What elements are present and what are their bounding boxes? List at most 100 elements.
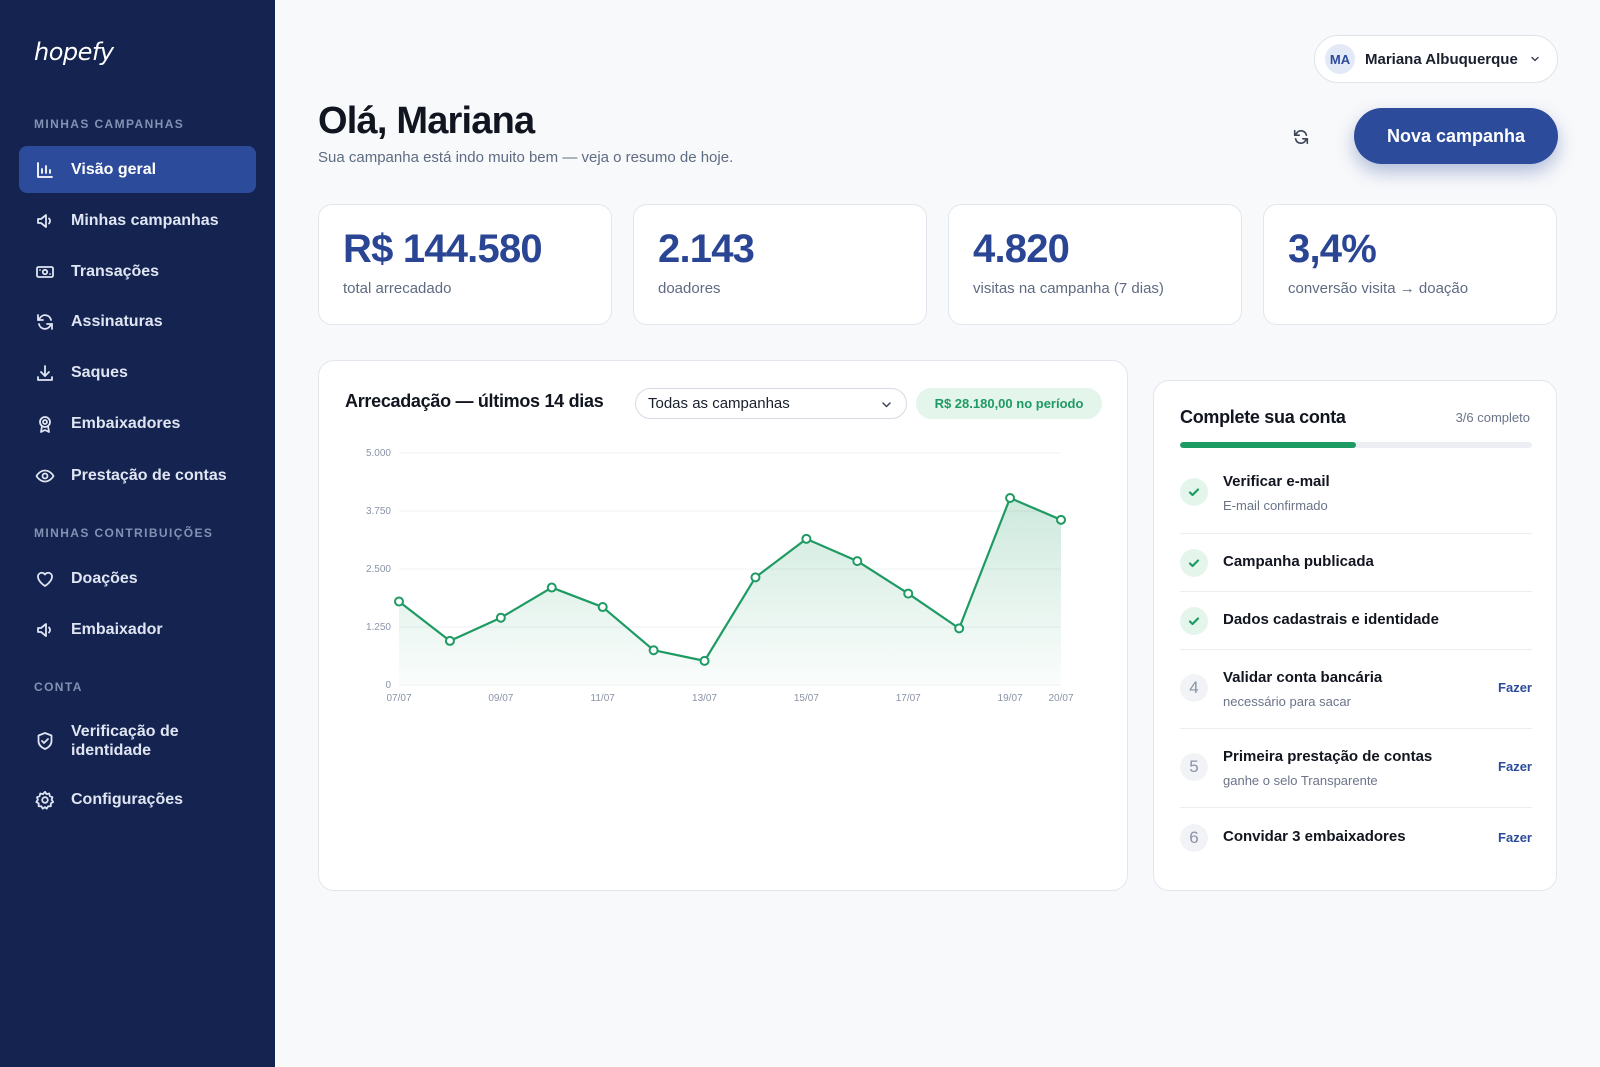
eye-icon <box>35 466 55 486</box>
sidebar-item-label: Minhas campanhas <box>71 211 219 229</box>
sidebar-item-label: Embaixadores <box>71 414 181 432</box>
sidebar-item-accountability[interactable]: Prestação de contas <box>19 452 256 499</box>
sidebar-item-label: Verificação de identidade <box>71 723 179 759</box>
do-task-link[interactable]: Fazer <box>1498 680 1532 695</box>
complete-account-card: Complete sua conta 3/6 completo Verifica… <box>1153 380 1557 891</box>
fundraising-chart-card: Arrecadação — últimos 14 dias Todas as c… <box>318 360 1128 891</box>
check-icon <box>1180 478 1208 506</box>
x-tick-label: 17/07 <box>896 693 921 704</box>
sidebar-item-label: Prestação de contas <box>71 466 227 484</box>
data-point <box>801 533 812 544</box>
refresh-icon <box>1293 129 1309 145</box>
task-title: Validar conta bancária <box>1223 669 1383 686</box>
task-campaign-published: Campanha publicada <box>1180 534 1532 592</box>
checklist-title: Complete sua conta <box>1180 407 1346 427</box>
x-tick-label: 13/07 <box>692 693 717 704</box>
refresh-icon <box>35 312 55 332</box>
x-tick-label: 11/07 <box>591 693 616 704</box>
series-area <box>399 498 1061 685</box>
task-subtitle: ganhe o selo Transparente <box>1223 773 1378 788</box>
download-icon <box>35 363 55 383</box>
x-tick-label: 09/07 <box>488 693 513 704</box>
do-task-link[interactable]: Fazer <box>1498 830 1532 845</box>
stat-card-donors: 2.143 doadores <box>633 204 927 325</box>
sidebar-item-donations[interactable]: Doações <box>19 555 256 602</box>
sidebar-item-withdrawals[interactable]: Saques <box>19 349 256 396</box>
data-point <box>852 556 863 567</box>
refresh-button[interactable] <box>1288 124 1314 150</box>
chevron-down-icon <box>1531 56 1539 62</box>
y-tick-label: 5.000 <box>366 448 391 459</box>
x-tick-label: 19/07 <box>998 693 1023 704</box>
step-number: 6 <box>1180 824 1208 852</box>
user-name: Mariana Albuquerque <box>1365 50 1518 68</box>
user-menu[interactable]: MA Mariana Albuquerque <box>1314 35 1558 83</box>
x-tick-label: 15/07 <box>794 693 819 704</box>
stat-label: total arrecadado <box>343 280 452 297</box>
sidebar-item-label: Doações <box>71 569 138 587</box>
section-campaigns-heading: MINHAS CAMPANHAS <box>34 117 185 131</box>
y-tick-label: 1.250 <box>366 622 391 633</box>
stat-label: doadores <box>658 280 721 297</box>
gear-icon <box>35 790 55 810</box>
shield-check-icon <box>35 731 55 751</box>
task-title: Primeira prestação de contas <box>1223 748 1433 765</box>
section-account-heading: CONTA <box>34 680 83 694</box>
task-title: Dados cadastrais e identidade <box>1223 611 1439 628</box>
sidebar-item-label: Configurações <box>71 790 184 808</box>
stat-card-total-raised: R$ 144.580 total arrecadado <box>318 204 612 325</box>
sidebar-item-ambassador[interactable]: Embaixador <box>19 606 256 653</box>
section-contributions-heading: MINHAS CONTRIBUIÇÕES <box>34 526 214 540</box>
sidebar-item-settings[interactable]: Configurações <box>19 776 256 823</box>
y-tick-label: 3.750 <box>366 506 391 517</box>
stat-value: R$ 144.580 <box>343 227 543 271</box>
sidebar-item-label: Visão geral <box>71 160 157 178</box>
page-subtitle: Sua campanha está indo muito bem — veja … <box>318 149 734 166</box>
stat-value: 4.820 <box>973 227 1070 271</box>
area-chart: 0 1.250 2.500 3.750 5.000 07/07 09/07 11/07 13/0… <box>366 448 1074 704</box>
chevron-down-icon <box>882 402 891 408</box>
data-point <box>495 612 506 623</box>
step-number: 5 <box>1180 753 1208 781</box>
data-point <box>1005 493 1016 504</box>
task-subtitle: E-mail confirmado <box>1223 498 1328 513</box>
task-validate-bank-account: 4 Validar conta bancária necessário para… <box>1180 650 1532 729</box>
stat-card-visits: 4.820 visitas na campanha (7 dias) <box>948 204 1242 325</box>
data-point <box>954 623 965 634</box>
megaphone-icon <box>35 211 55 231</box>
sidebar-item-ambassadors[interactable]: Embaixadores <box>19 400 256 447</box>
progress-fill <box>1180 442 1356 448</box>
data-point <box>444 635 455 646</box>
sidebar-item-transactions[interactable]: Transações <box>19 248 256 295</box>
data-point <box>1056 514 1066 525</box>
campaign-filter-select[interactable]: Todas as campanhas <box>635 388 907 419</box>
sidebar-item-label: Saques <box>71 363 128 381</box>
y-tick-label: 2.500 <box>366 564 391 575</box>
x-tick-label: 20/07 <box>1048 693 1073 704</box>
sidebar-item-my-campaigns[interactable]: Minhas campanhas <box>19 197 256 244</box>
sidebar-item-overview[interactable]: Visão geral <box>19 146 256 193</box>
data-point <box>648 645 659 656</box>
task-identity-data: Dados cadastrais e identidade <box>1180 592 1532 650</box>
sidebar-item-subscriptions[interactable]: Assinaturas <box>19 298 256 345</box>
sidebar-item-identity-verification[interactable]: Verificação de identidade <box>19 713 256 769</box>
data-point <box>597 602 608 613</box>
page-title: Olá, Mariana <box>318 100 535 142</box>
heart-icon <box>35 569 55 589</box>
y-tick-label: 0 <box>385 680 391 691</box>
chart-title: Arrecadação — últimos 14 dias <box>345 391 604 411</box>
logo[interactable]: hopefy <box>34 38 114 66</box>
stat-label: visitas na campanha (7 dias) <box>973 280 1164 297</box>
award-icon <box>35 414 55 434</box>
stat-value: 2.143 <box>658 227 755 271</box>
stat-label: conversão visita → doação <box>1288 280 1469 297</box>
task-subtitle: necessário para sacar <box>1223 694 1351 709</box>
new-campaign-button[interactable]: Nova campanha <box>1354 108 1558 164</box>
do-task-link[interactable]: Fazer <box>1498 759 1532 774</box>
sidebar: hopefy MINHAS CAMPANHAS Visão geral Minh… <box>0 0 275 1067</box>
check-icon <box>1180 549 1208 577</box>
task-first-accountability: 5 Primeira prestação de contas ganhe o s… <box>1180 729 1532 808</box>
check-icon <box>1180 607 1208 635</box>
sidebar-item-label: Embaixador <box>71 620 163 638</box>
task-title: Verificar e-mail <box>1223 473 1330 490</box>
